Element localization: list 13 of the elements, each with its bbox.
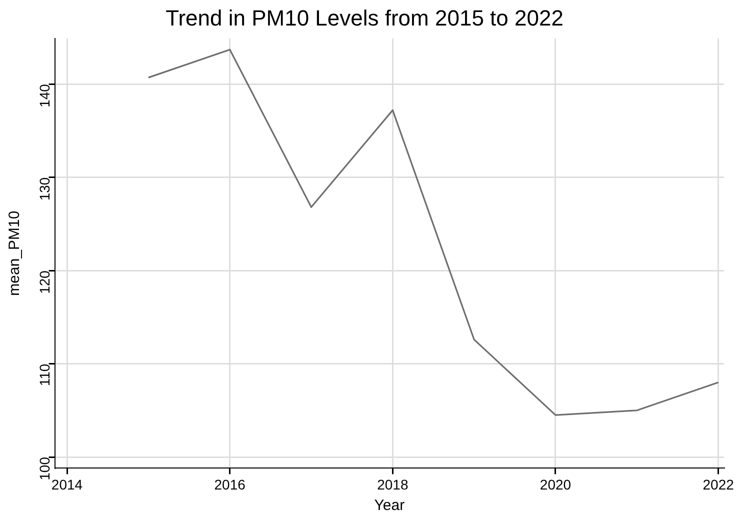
x-axis-title: Year [374, 497, 405, 514]
chart-title: Trend in PM10 Levels from 2015 to 2022 [166, 5, 564, 30]
y-tick-label: 140 [36, 84, 53, 108]
y-tick-label: 130 [36, 177, 53, 201]
y-axis-title: mean_PM10 [6, 210, 24, 296]
y-tick-label: 120 [36, 270, 53, 294]
x-tick-label: 2020 [540, 476, 572, 492]
x-tick-label: 2016 [214, 476, 246, 492]
x-tick-label: 2022 [702, 476, 734, 492]
x-tick-label: 2014 [51, 476, 83, 492]
y-tick-label: 110 [36, 364, 53, 386]
y-tick-label: 100 [36, 456, 53, 480]
x-tick-label: 2018 [377, 476, 408, 492]
